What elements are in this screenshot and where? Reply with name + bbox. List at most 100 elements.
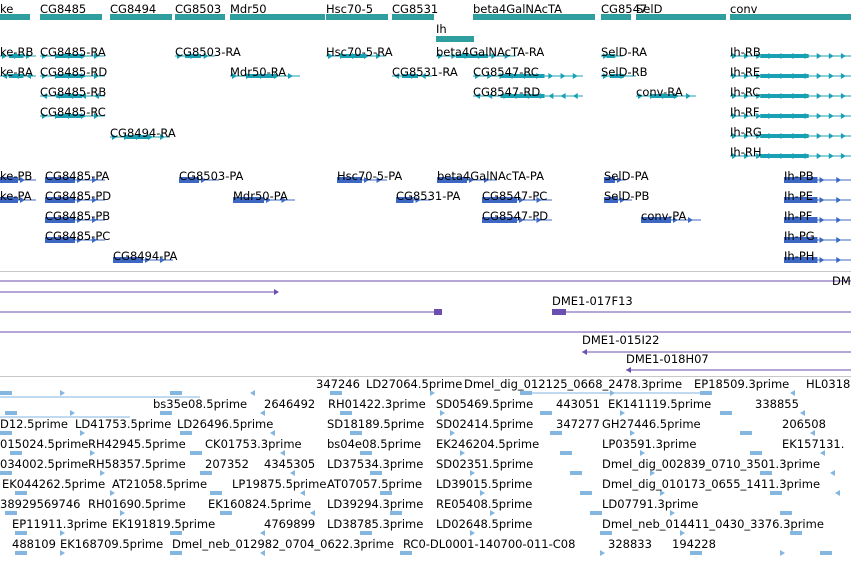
est-label[interactable]: Dmel_dig_012125_0668_2478.3prime <box>464 377 683 391</box>
protein-feature[interactable] <box>836 257 842 263</box>
est-label[interactable]: LD07791.3prime <box>602 497 699 511</box>
transcript-exon[interactable] <box>609 74 624 78</box>
protein-feature[interactable] <box>688 217 693 223</box>
est-feature[interactable] <box>170 551 182 555</box>
est-feature[interactable] <box>300 490 305 496</box>
protein-feature[interactable] <box>233 197 264 203</box>
est-feature[interactable] <box>390 511 402 515</box>
transcript-exon[interactable] <box>651 94 675 98</box>
protein-label[interactable]: CG8547-PD <box>482 209 549 223</box>
transcript-exon[interactable] <box>456 54 488 58</box>
transcript-feature[interactable] <box>828 113 834 119</box>
est-feature[interactable] <box>290 470 295 476</box>
transcript-feature[interactable] <box>686 93 691 99</box>
est-label[interactable]: EK160824.5prime <box>208 497 312 511</box>
transcript-feature[interactable] <box>732 113 737 119</box>
protein-feature[interactable] <box>92 197 97 203</box>
est-feature[interactable] <box>70 410 75 416</box>
est-label[interactable]: RH58357.5prime <box>88 457 186 471</box>
est-feature[interactable] <box>820 450 825 456</box>
est-label[interactable]: 4769899 <box>264 517 316 531</box>
transcript-feature[interactable] <box>42 53 47 59</box>
est-feature[interactable] <box>780 511 792 515</box>
est-label[interactable]: RE05408.5prime <box>436 497 533 511</box>
est-label[interactable]: D12.5prime <box>0 417 68 431</box>
est-label[interactable]: 328833 <box>608 537 652 551</box>
est-label[interactable]: LD38785.3prime <box>327 517 424 531</box>
est-label[interactable]: SD18189.5prime <box>327 417 425 431</box>
est-label[interactable]: EP18509.3prime <box>694 377 790 391</box>
gene-feature[interactable] <box>473 14 595 20</box>
est-label[interactable]: Dmel_neb_014411_0430_3376.3prime <box>602 517 824 531</box>
est-feature[interactable] <box>660 490 665 496</box>
est-feature[interactable] <box>630 430 635 436</box>
protein-feature[interactable] <box>77 177 82 183</box>
protein-label[interactable]: Mdr50-PA <box>233 189 288 203</box>
est-feature[interactable] <box>280 450 285 456</box>
transcript-label[interactable]: Ih-RF <box>730 105 760 119</box>
protein-label[interactable]: CG8485-PD <box>45 189 112 203</box>
est-feature[interactable] <box>790 390 795 396</box>
est-label[interactable]: 347246 <box>316 377 360 391</box>
transcript-feature[interactable] <box>744 153 750 159</box>
transcript-feature[interactable] <box>840 113 846 119</box>
transcript-exon[interactable] <box>760 134 809 138</box>
est-feature[interactable] <box>160 411 172 415</box>
gene-feature[interactable] <box>601 14 631 20</box>
protein-label[interactable]: Hsc70-5-PA <box>337 169 403 183</box>
est-label[interactable]: bs04e08.5prime <box>327 437 422 451</box>
transcript-label[interactable]: Ih-RH <box>730 145 762 159</box>
transcript-feature[interactable] <box>94 73 99 79</box>
transcript-feature[interactable] <box>328 53 333 59</box>
transcript-feature[interactable] <box>828 93 834 99</box>
est-feature[interactable] <box>760 471 772 475</box>
transcript-label[interactable]: CG8485-RA <box>40 45 106 59</box>
transcript-label[interactable]: Ih-RE <box>730 65 761 79</box>
protein-feature[interactable] <box>819 217 825 223</box>
est-feature[interactable] <box>480 490 485 496</box>
est-label[interactable]: SD02414.5prime <box>436 417 534 431</box>
gene-label[interactable]: SelD <box>636 2 663 16</box>
transcript-feature[interactable] <box>475 73 480 79</box>
protein-label[interactable]: CG8485-PA <box>45 169 110 183</box>
transcript-feature[interactable] <box>177 53 182 59</box>
est-label[interactable]: RC0-DL0001-140700-011-C08 <box>403 537 576 551</box>
protein-label[interactable]: Ih-PB <box>784 169 814 183</box>
protein-feature[interactable] <box>145 257 150 263</box>
transcript-feature[interactable] <box>732 133 737 139</box>
est-feature[interactable] <box>690 551 702 555</box>
protein-feature[interactable] <box>819 197 825 203</box>
protein-feature[interactable] <box>604 197 618 203</box>
gene-feature[interactable] <box>436 36 474 42</box>
transcript-feature[interactable] <box>816 133 822 139</box>
protein-feature[interactable] <box>484 177 489 183</box>
est-label[interactable]: SD02351.5prime <box>436 457 534 471</box>
est-feature[interactable] <box>490 510 495 516</box>
protein-label[interactable]: beta4GalNAcTA-PA <box>437 169 544 183</box>
transcript-feature[interactable] <box>487 73 493 79</box>
est-feature[interactable] <box>440 410 445 416</box>
transcript-feature[interactable] <box>94 93 99 99</box>
protein-feature[interactable] <box>819 177 825 183</box>
transcript-feature[interactable] <box>572 93 578 99</box>
est-feature[interactable] <box>800 410 805 416</box>
est-label[interactable]: 206508 <box>782 417 826 431</box>
transcript-feature[interactable] <box>2 73 7 79</box>
est-feature[interactable] <box>640 450 645 456</box>
est-feature[interactable] <box>190 451 202 455</box>
gene-feature[interactable] <box>0 14 30 20</box>
clone-end[interactable] <box>434 309 442 315</box>
protein-feature[interactable] <box>536 197 542 203</box>
gene-feature[interactable] <box>40 14 102 20</box>
transcript-feature[interactable] <box>828 153 834 159</box>
protein-label[interactable]: Ih-PG <box>784 229 815 243</box>
protein-feature[interactable] <box>160 257 165 263</box>
transcript-feature[interactable] <box>394 73 399 79</box>
transcript-feature[interactable] <box>816 113 822 119</box>
est-feature[interactable] <box>260 550 265 556</box>
est-label[interactable]: RH42945.5prime <box>88 437 186 451</box>
transcript-feature[interactable] <box>603 73 608 79</box>
protein-feature[interactable] <box>437 177 467 183</box>
transcript-feature[interactable] <box>2 53 7 59</box>
gene-label[interactable]: conv <box>730 2 758 16</box>
